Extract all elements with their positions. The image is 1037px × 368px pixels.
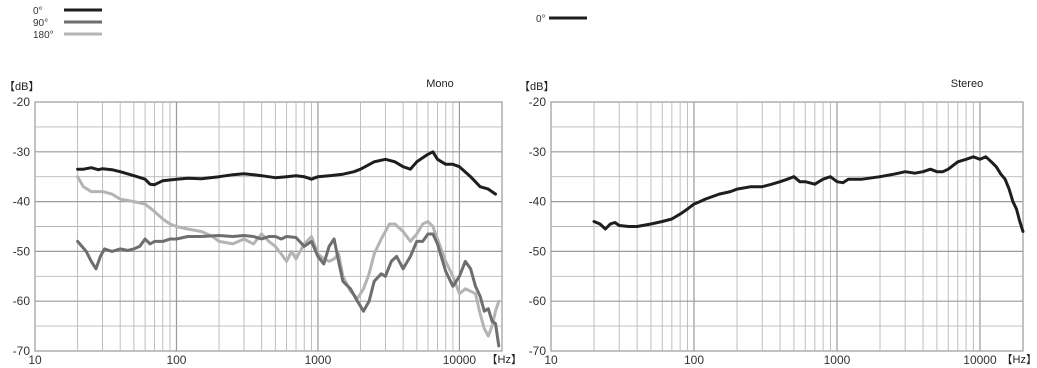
- y-tick-label: -60: [529, 294, 547, 308]
- x-tick-label: 100: [166, 353, 186, 367]
- x-tick-label: 1000: [824, 353, 851, 367]
- chart-title: Mono: [426, 78, 454, 90]
- y-tick-label: -20: [529, 95, 547, 109]
- legend-label: 0°: [536, 14, 546, 25]
- series-line-0deg: [76, 150, 497, 196]
- y-tick-label: -40: [529, 195, 547, 209]
- x-axis-label: 【Hz】: [1002, 353, 1037, 366]
- legend-label: 180°: [33, 30, 54, 41]
- chart-title: Stereo: [951, 78, 983, 90]
- series-line-90deg: [76, 232, 501, 348]
- y-tick-label: -70: [529, 344, 547, 358]
- y-tick-label: -50: [13, 244, 31, 258]
- x-tick-label: 1000: [305, 353, 332, 367]
- legend-label: 90°: [33, 18, 48, 29]
- series-line-180deg: [76, 175, 501, 338]
- x-tick-label: 10: [28, 353, 42, 367]
- y-tick-label: -50: [529, 244, 547, 258]
- y-tick-label: -30: [13, 145, 31, 159]
- y-tick-label: -20: [13, 95, 31, 109]
- y-tick-label: -40: [13, 195, 31, 209]
- x-tick-label: 10000: [443, 353, 477, 367]
- legend: 0°90°180°: [33, 6, 102, 41]
- x-tick-label: 10: [544, 353, 558, 367]
- x-axis-label: 【Hz】: [487, 353, 522, 366]
- y-axis-label: 【dB】: [4, 80, 39, 93]
- x-tick-label: 10000: [963, 353, 997, 367]
- y-tick-label: -70: [13, 344, 31, 358]
- x-tick-label: 100: [684, 353, 704, 367]
- y-tick-label: -60: [13, 294, 31, 308]
- series-line-0deg: [592, 155, 1025, 233]
- legend: 0°: [536, 14, 587, 25]
- y-tick-label: -30: [529, 145, 547, 159]
- legend-label: 0°: [33, 6, 43, 17]
- y-axis-label: 【dB】: [519, 80, 554, 93]
